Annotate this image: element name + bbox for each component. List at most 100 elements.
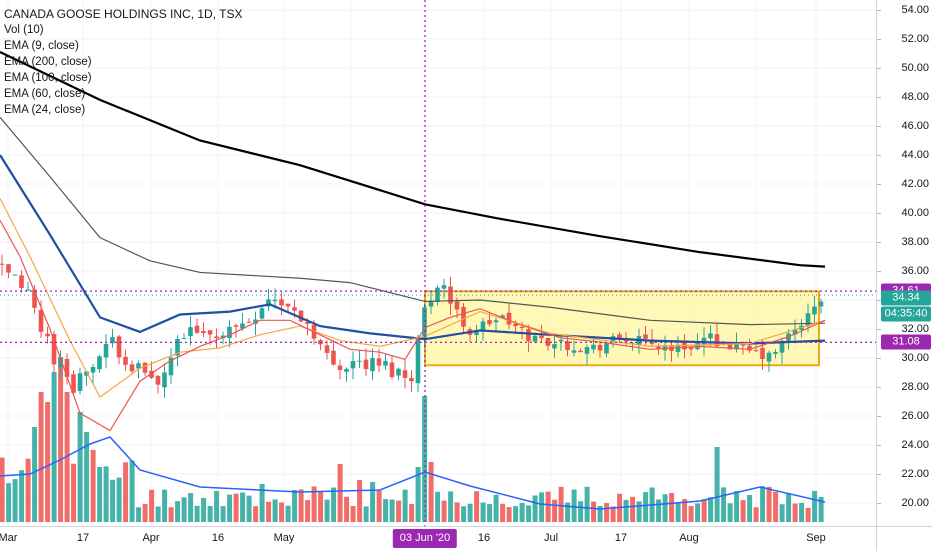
volume-bar — [123, 462, 129, 522]
volume-bar — [506, 507, 512, 522]
candle — [396, 368, 401, 376]
price-tick: 28.00 — [901, 381, 929, 393]
candle — [149, 370, 154, 378]
candle — [597, 344, 603, 351]
time-tick: Sep — [806, 532, 826, 544]
price-tick: 54.00 — [901, 4, 929, 16]
volume-bar — [240, 492, 246, 522]
legend-ema-24[interactable]: EMA (24, close) — [4, 104, 86, 116]
candle — [565, 341, 570, 351]
volume-bar — [604, 503, 610, 522]
candle — [64, 358, 70, 377]
candle — [656, 346, 661, 349]
candle — [461, 306, 466, 327]
legend-ema-200[interactable]: EMA (200, close) — [4, 56, 92, 68]
candle — [155, 375, 161, 385]
price-tick: 46.00 — [901, 120, 929, 132]
candle — [448, 286, 453, 304]
price-tick: 48.00 — [901, 91, 929, 103]
volume-bar — [669, 492, 675, 522]
volume-bar — [747, 494, 753, 522]
candle — [675, 344, 681, 352]
price-tick-mark — [877, 213, 881, 214]
volume-bar — [441, 500, 447, 522]
volume-bar — [12, 479, 18, 522]
candle — [383, 360, 388, 366]
chart-area[interactable]: CANADA GOOSE HOLDINGS INC, 1D, TSX Vol (… — [0, 0, 876, 526]
candle — [357, 360, 362, 362]
volume-bar — [90, 450, 96, 522]
legend-ema-100[interactable]: EMA (100, close) — [4, 72, 92, 84]
candle — [513, 323, 518, 327]
candle — [227, 326, 232, 339]
volume-bar — [129, 460, 135, 522]
volume-bar — [201, 497, 207, 522]
volume-bar — [305, 500, 311, 522]
candle — [324, 345, 330, 353]
legend-ema-9[interactable]: EMA (9, close) — [4, 40, 79, 52]
volume-bar — [656, 499, 662, 522]
volume-ema-line — [0, 436, 826, 510]
candle — [487, 320, 492, 325]
volume-bar — [188, 493, 194, 522]
volume-bar — [591, 501, 597, 522]
volume-bar — [454, 502, 460, 522]
candle — [77, 373, 83, 391]
ema-line — [0, 198, 826, 399]
volume-bar — [753, 507, 759, 522]
crosshair-date-label: 03 Jun '20 — [392, 529, 458, 548]
time-axis[interactable]: Mar 17 Apr 16 May 16 Jul 17 Aug Sep 03 J… — [0, 526, 876, 551]
volume-bar — [389, 499, 395, 522]
candle — [435, 287, 440, 302]
candle — [58, 357, 63, 368]
candle — [38, 310, 44, 332]
legend-ema-60[interactable]: EMA (60, close) — [4, 88, 86, 100]
volume-bar — [630, 496, 636, 522]
candle — [688, 347, 694, 350]
volume-bar — [435, 491, 441, 522]
volume-bar — [545, 491, 551, 522]
candle — [110, 337, 115, 344]
price-tick: 36.00 — [901, 265, 929, 277]
volume-bar — [194, 505, 200, 522]
volume-bar — [409, 503, 415, 522]
price-tick-mark — [877, 445, 881, 446]
candle — [32, 289, 37, 308]
volume-bar — [779, 504, 785, 522]
volume-bar — [760, 486, 766, 522]
volume-bar — [682, 499, 688, 522]
volume-bar — [636, 501, 642, 522]
volume-bar — [487, 504, 493, 522]
volume-bar — [214, 491, 220, 522]
volume-bar — [272, 499, 278, 522]
volume-bar — [0, 457, 5, 522]
price-tick-mark — [877, 126, 881, 127]
candle — [415, 338, 421, 384]
volume-bar — [45, 402, 51, 522]
candle — [532, 335, 538, 342]
candle — [201, 331, 206, 334]
price-tick-mark — [877, 184, 881, 185]
legend-symbol-title[interactable]: CANADA GOOSE HOLDINGS INC, 1D, TSX — [4, 7, 243, 21]
legend-volume[interactable]: Vol (10) — [4, 24, 44, 36]
price-tick-mark — [877, 416, 881, 417]
candle — [740, 344, 746, 346]
volume-bar — [526, 505, 532, 522]
volume-bar — [643, 492, 649, 522]
volume-bar — [500, 503, 506, 522]
volume-bar — [142, 504, 148, 522]
candle — [584, 347, 590, 354]
volume-bar — [539, 492, 545, 522]
candle — [90, 367, 96, 373]
volume-bar — [19, 470, 25, 522]
candle — [519, 326, 525, 329]
volume-bar — [792, 503, 798, 522]
price-chart[interactable] — [0, 0, 876, 526]
candle — [747, 345, 752, 351]
price-axis[interactable]: 54.00 52.00 50.00 48.00 46.00 44.00 42.00 40.00… — [876, 0, 932, 526]
volume-bar — [773, 491, 779, 522]
candle — [734, 343, 739, 350]
volume-bar — [766, 486, 772, 522]
candle — [454, 301, 460, 310]
candle — [214, 336, 219, 339]
